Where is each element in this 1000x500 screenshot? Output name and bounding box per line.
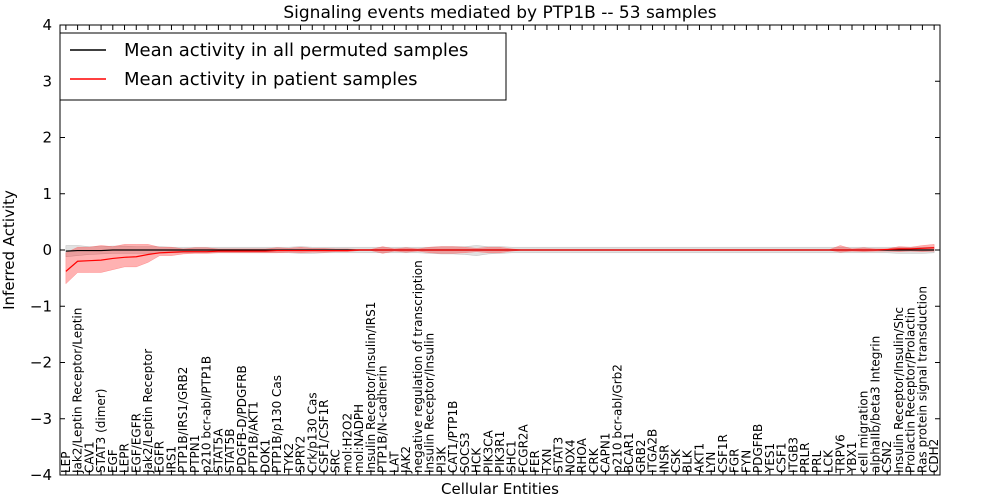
y-tick-label: 3: [42, 72, 52, 90]
x-tick-label: EGFR: [153, 441, 167, 473]
x-tick-label: LAT: [387, 451, 401, 473]
x-tick-label: SOCS3: [458, 432, 472, 473]
x-tick-label: LEP: [59, 451, 73, 473]
x-tick-label: RHOA: [575, 437, 589, 473]
x-tick-label: Prolactin Receptor/Prolactin: [904, 307, 918, 473]
x-tick-label: JAK2: [399, 446, 413, 474]
x-tick-label: BCAR1: [622, 432, 636, 473]
x-tick-label: GRB2: [634, 439, 648, 473]
x-tick-label: CSK: [669, 448, 683, 473]
series-line-1: [65, 247, 935, 272]
x-tick-label: Ras protein signal transduction: [915, 286, 929, 473]
y-tick-label: 4: [42, 16, 52, 34]
legend: Mean activity in all permuted samples Me…: [59, 32, 507, 101]
x-tick-label: CAV1: [82, 441, 96, 473]
y-axis: 4 3 2 1 0 −1 −2 −3 −4: [30, 16, 940, 484]
x-tick-label: p210 bcr-abl/Grb2: [610, 364, 624, 473]
x-tick-label: CAT1/PTP1B: [446, 401, 460, 473]
y-tick-label: 0: [42, 241, 52, 259]
x-tick-label: NOX4: [563, 439, 577, 473]
x-tick-label: negative regulation of transcription: [411, 260, 425, 473]
x-tick-label: PIK3CA: [481, 429, 495, 473]
x-tick-label: CSN2: [880, 440, 894, 473]
x-tick-label: CDH2: [927, 439, 941, 473]
x-tick-label: PRLR: [798, 442, 812, 473]
x-tick-label: ITGA2B: [646, 429, 660, 473]
x-tick-label: EGF/EGFR: [129, 413, 143, 473]
x-tick-label: STAT5B: [223, 428, 237, 473]
x-tick-label: Jak2/Leptin Receptor/Leptin: [71, 308, 85, 474]
x-tick-label: TRPV6: [833, 434, 847, 474]
x-tick-label: Jak2/Leptin Receptor: [141, 349, 155, 474]
x-tick-label: DOK1: [258, 439, 272, 473]
legend-label-permuted: Mean activity in all permuted samples: [124, 40, 468, 61]
legend-label-patient: Mean activity in patient samples: [124, 69, 418, 90]
x-tick-label: LEPR: [118, 443, 132, 473]
x-axis-label: Cellular Entities: [441, 480, 559, 498]
x-tick-label: TYK2: [282, 443, 296, 474]
x-tick-label: HCK: [470, 447, 484, 473]
x-tick-label: LCK: [822, 449, 836, 473]
x-tick-label: PI3K: [434, 446, 448, 473]
x-tick-label: Insulin Receptor/Insulin/Shc: [892, 307, 906, 473]
x-tick-label: Crk/p130 Cas: [305, 392, 319, 473]
x-tick-label: FER: [528, 450, 542, 473]
x-tick-label: PTPN1: [188, 435, 202, 473]
x-tick-label: FCGR2A: [516, 423, 530, 473]
x-tick-label: Insulin Receptor/Insulin/IRS1: [364, 302, 378, 473]
x-tick-label: alphaIIb/beta3 Integrin: [868, 336, 882, 473]
x-tick-label: PTP1B/AKT1: [247, 401, 261, 473]
y-tick-label: 2: [42, 129, 52, 147]
x-tick-label: SPRY2: [294, 436, 308, 473]
y-tick-label: −4: [30, 466, 52, 484]
x-tick-label: LYN: [704, 452, 718, 473]
x-tick-label: PDGFB-D/PDGFRB: [235, 365, 249, 473]
x-tick-label: AKT1: [692, 443, 706, 473]
x-tick-label: STAT3: [552, 437, 566, 473]
x-tick-label: CSF1R: [716, 434, 730, 473]
x-tick-label: mol:NADPH: [352, 404, 366, 473]
x-tick-label: PRL: [810, 450, 824, 473]
y-tick-label: 1: [42, 185, 52, 203]
y-tick-label: −1: [30, 297, 52, 315]
x-tick-label: INSR: [657, 445, 671, 473]
legend-box: [59, 32, 507, 101]
x-tick-label: PIK3R1: [493, 431, 507, 473]
x-tick-label: PTP1B/p130 Cas: [270, 375, 284, 473]
x-tick-label: IRS1: [164, 446, 178, 473]
x-tick-label: ITGB3: [786, 437, 800, 473]
x-tick-label: CSF1/CSF1R: [317, 400, 331, 473]
x-tick-label: SRC: [329, 449, 343, 473]
x-tick-label: YES1: [763, 443, 777, 474]
x-tick-label: Insulin Receptor/Insulin: [423, 333, 437, 473]
series-band-0: [65, 245, 935, 258]
x-tick-label: SHC1: [505, 440, 519, 473]
y-tick-label: −2: [30, 354, 52, 372]
x-tick-label: STAT3 (dimer): [94, 389, 108, 473]
y-axis-label: Inferred Activity: [0, 190, 18, 310]
series-lines: [65, 247, 935, 272]
x-tick-label: PDGFRB: [751, 424, 765, 473]
x-tick-label: CRK: [587, 447, 601, 473]
y-tick-label: −3: [30, 410, 52, 428]
x-tick-label: YBX1: [845, 442, 859, 474]
x-tick-label: CAPN1: [599, 433, 613, 473]
x-tick-label: TXN: [540, 448, 554, 474]
x-tick-label: CSF1: [775, 442, 789, 473]
x-tick-label: FYN: [739, 450, 753, 473]
x-tick-label: FGR: [728, 448, 742, 473]
x-tick-label: STAT5A: [211, 428, 225, 473]
x-tick-label: BLK: [681, 449, 695, 473]
x-tick-label: p210 bcr-abl/PTP1B: [200, 356, 214, 473]
chart-title: Signaling events mediated by PTP1B -- 53…: [283, 3, 716, 23]
x-tick-label: cell migration: [857, 391, 871, 473]
x-tick-label: PTP1B/IRS1/GRB2: [176, 367, 190, 473]
x-tick-label: PTP1B/N-cadherin: [376, 366, 390, 473]
x-tick-label: mol:H2O2: [340, 413, 354, 473]
x-tick-label: EGF: [106, 449, 120, 473]
